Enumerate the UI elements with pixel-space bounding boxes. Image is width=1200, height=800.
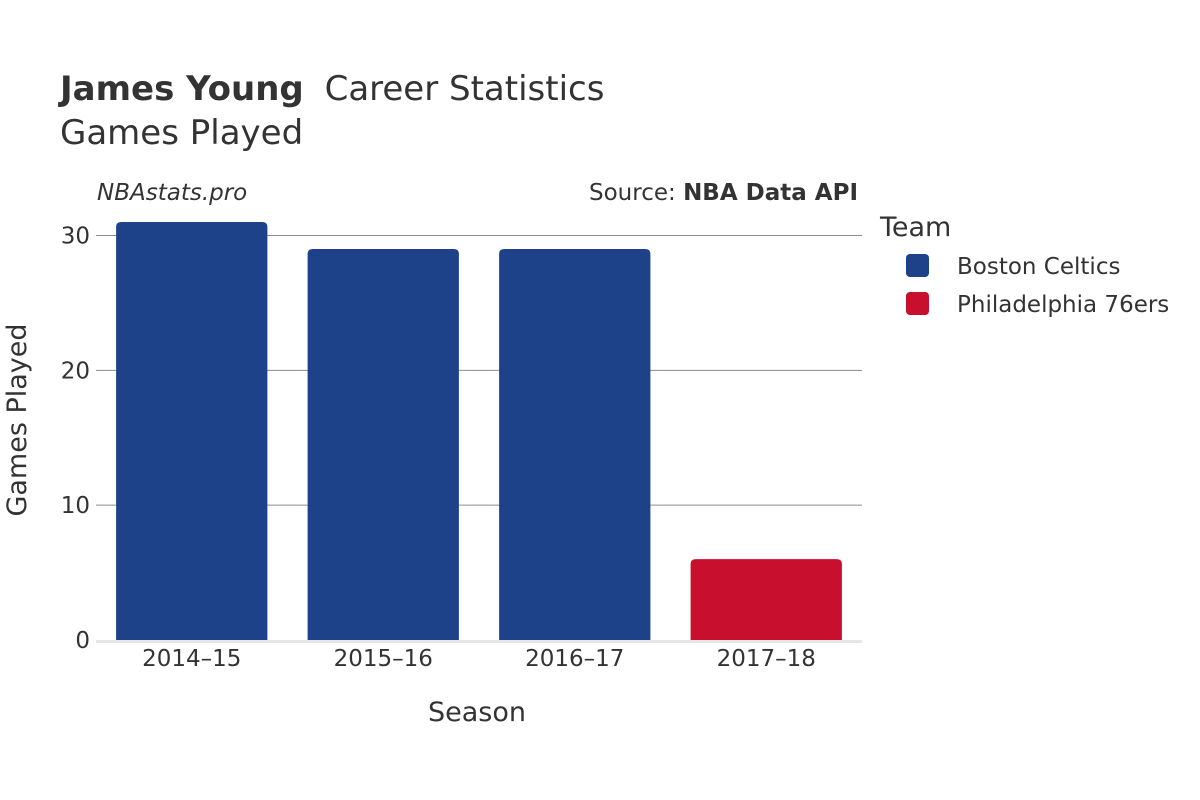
x-tick-label: 2015–16 [334, 646, 433, 672]
x-axis-title: Season [428, 697, 526, 728]
y-tick-label: 0 [75, 628, 90, 654]
bar-2015-16[interactable] [307, 248, 459, 640]
y-axis-ticks: 0 10 20 30 [61, 223, 90, 654]
watermark: NBAstats.pro [97, 180, 247, 206]
legend-title: Team [879, 212, 951, 243]
legend: Team Boston Celtics Philadelphia 76ers [879, 212, 1169, 318]
bar-2016-17[interactable] [499, 248, 651, 640]
bar-2017-18[interactable] [690, 559, 842, 640]
title-rest: Career Statistics [325, 69, 605, 109]
source-name: NBA Data API [683, 180, 858, 206]
legend-swatch-boston-celtics [906, 254, 929, 277]
y-tick-label: 30 [61, 223, 90, 249]
source-prefix: Source: [589, 180, 683, 206]
source-text: Source: NBA Data API [589, 180, 858, 206]
x-tick-label: 2016–17 [525, 646, 624, 672]
chart-subtitle: Games Played [60, 113, 303, 153]
x-tick-label: 2017–18 [717, 646, 816, 672]
legend-label-philadelphia-76ers: Philadelphia 76ers [957, 292, 1169, 318]
x-axis-ticks: 2014–15 2015–16 2016–17 2017–18 [142, 646, 816, 672]
bars [116, 222, 842, 640]
y-tick-label: 20 [61, 358, 90, 384]
legend-label-boston-celtics: Boston Celtics [957, 254, 1120, 280]
y-tick-label: 10 [61, 493, 90, 519]
chart-title: James Young Career Statistics [58, 69, 604, 109]
y-axis-title: Games Played [2, 323, 33, 516]
legend-swatch-philadelphia-76ers [906, 292, 929, 315]
title-player: James Young [58, 69, 304, 109]
x-tick-label: 2014–15 [142, 646, 241, 672]
bar-2014-15[interactable] [116, 222, 268, 640]
